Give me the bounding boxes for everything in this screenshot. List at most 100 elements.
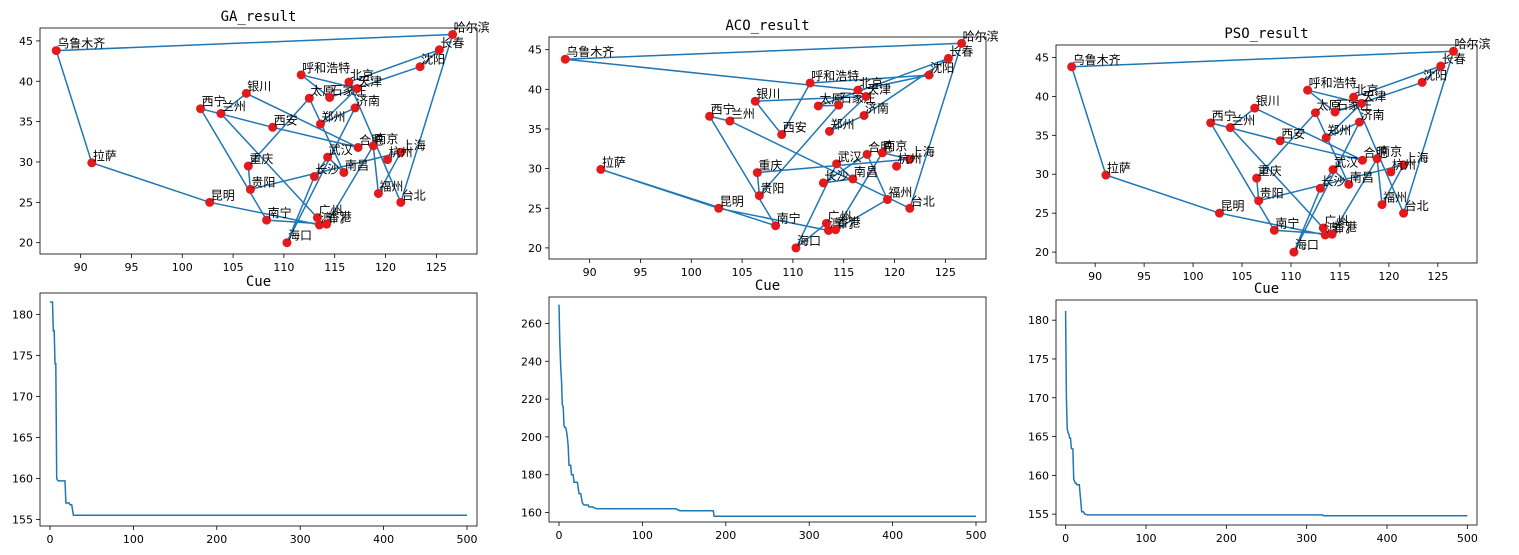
axes-frame — [548, 36, 987, 260]
city-point — [245, 184, 255, 194]
axes-frame — [39, 27, 478, 255]
x-tick-label: 100 — [1135, 532, 1156, 545]
city-point — [415, 62, 425, 72]
city-label: 拉萨 — [602, 154, 626, 169]
city-point — [924, 70, 934, 80]
y-tick-label: 165 — [12, 431, 33, 444]
city-label: 南宁 — [1275, 215, 1299, 230]
axes-frame — [39, 292, 478, 527]
city-label: 兰州 — [731, 107, 755, 121]
convergence-curve — [558, 304, 976, 518]
city-label: 台北 — [1405, 198, 1429, 213]
city-label: 海口 — [1295, 237, 1319, 252]
city-point — [1252, 173, 1262, 183]
x-tick-label: 110 — [782, 266, 803, 279]
x-tick-label: 500 — [1457, 532, 1478, 545]
city-label: 长沙 — [315, 163, 339, 177]
city-label: 重庆 — [1258, 164, 1282, 178]
city-point — [296, 70, 306, 80]
subplot-title: ACO_result — [725, 18, 809, 34]
x-tick-label: 105 — [732, 266, 753, 279]
y-tick-label: 180 — [521, 469, 542, 482]
y-tick-label: 165 — [1028, 431, 1049, 444]
city-point — [323, 152, 333, 162]
city-label: 呼和浩特 — [1309, 75, 1357, 90]
city-point — [1377, 200, 1387, 210]
city-label: 广州 — [827, 209, 851, 223]
city-label: 杭州 — [389, 145, 413, 160]
city-point — [818, 178, 828, 188]
subplot-3: PSO_result 90 95 100 105 110 115 120 125 20 25 30 35… — [1035, 26, 1491, 283]
x-tick-label: 110 — [273, 261, 294, 274]
x-tick-label: 100 — [172, 261, 193, 274]
city-point — [824, 126, 834, 136]
city-label: 哈尔滨 — [1455, 36, 1491, 51]
y-tick-label: 40 — [19, 75, 33, 88]
city-point — [1386, 167, 1396, 177]
city-point — [1344, 179, 1354, 189]
city-point — [262, 215, 272, 225]
y-tick-label: 40 — [1035, 90, 1049, 103]
axes-frame — [1055, 299, 1478, 526]
x-tick-label: 105 — [1232, 270, 1253, 283]
city-point — [754, 191, 764, 201]
city-label: 海口 — [797, 233, 821, 248]
city-point — [1399, 208, 1409, 218]
y-tick-label: 175 — [1028, 353, 1049, 366]
x-tick-label: 100 — [1183, 270, 1204, 283]
y-tick-label: 30 — [19, 156, 33, 169]
city-label: 昆明 — [211, 188, 235, 202]
city-label: 广州 — [318, 204, 342, 218]
y-tick-label: 240 — [521, 355, 542, 368]
city-label: 贵阳 — [760, 182, 784, 196]
x-tick-label: 110 — [1280, 270, 1301, 283]
axes-frame — [1055, 44, 1478, 264]
city-label: 长沙 — [824, 169, 848, 183]
city-point — [396, 147, 406, 157]
x-tick-label: 125 — [426, 261, 447, 274]
city-point — [957, 38, 967, 48]
y-tick-label: 25 — [528, 202, 542, 215]
city-label: 银川 — [756, 87, 780, 101]
city-point — [373, 188, 383, 198]
city-point — [834, 100, 844, 110]
subplot-2: ACO_result 90 95 100 105 110 115 120 125 20 25 30 35… — [528, 18, 999, 279]
city-point — [1225, 123, 1235, 133]
city-point — [196, 104, 206, 114]
x-tick-label: 115 — [833, 266, 854, 279]
city-point — [396, 197, 406, 207]
x-tick-label: 120 — [884, 266, 905, 279]
y-tick-label: 260 — [521, 317, 542, 330]
subplot-title: GA_result — [221, 9, 297, 25]
y-tick-label: 40 — [528, 83, 542, 96]
y-tick-label: 160 — [521, 507, 542, 520]
city-point — [805, 78, 815, 88]
city-point — [205, 197, 215, 207]
y-tick-label: 35 — [19, 116, 33, 129]
city-point — [350, 103, 360, 113]
y-tick-label: 45 — [1035, 51, 1049, 64]
city-label: 乌鲁木齐 — [57, 36, 105, 51]
city-point — [848, 174, 858, 184]
city-label: 郑州 — [830, 116, 854, 131]
city-label: 西宁 — [711, 101, 735, 116]
city-label: 北京 — [1355, 83, 1379, 97]
city-label: 呼和浩特 — [302, 60, 350, 75]
city-point — [448, 29, 458, 39]
x-tick-label: 90 — [583, 266, 597, 279]
city-point — [243, 161, 253, 171]
city-point — [1318, 223, 1328, 233]
y-tick-label: 30 — [1035, 168, 1049, 181]
y-tick-label: 35 — [1035, 129, 1049, 142]
city-label: 南宁 — [268, 205, 292, 220]
city-label: 郑州 — [321, 109, 345, 124]
city-label: 西宁 — [202, 94, 226, 109]
city-point — [1254, 196, 1264, 206]
city-label: 杭州 — [1392, 157, 1416, 172]
y-tick-label: 25 — [1035, 207, 1049, 220]
city-point — [1357, 155, 1367, 165]
subplot-title: PSO_result — [1224, 26, 1308, 42]
city-label: 香港 — [328, 210, 352, 224]
city-point — [314, 220, 324, 230]
